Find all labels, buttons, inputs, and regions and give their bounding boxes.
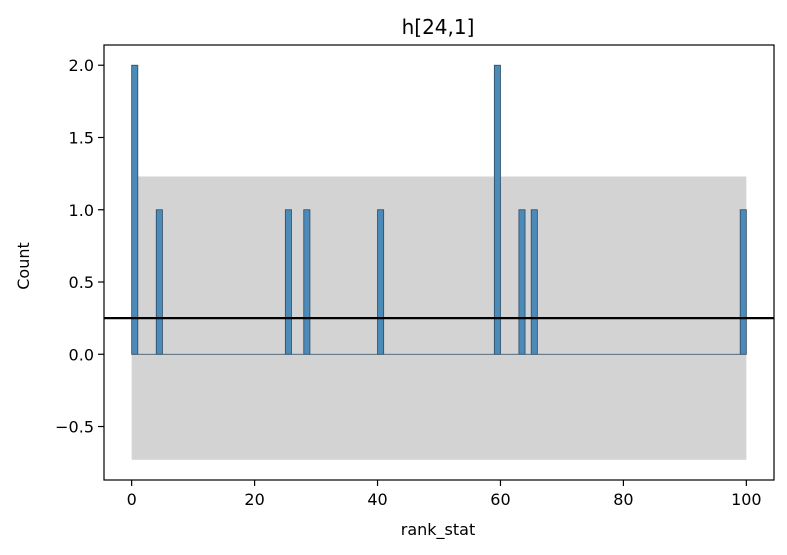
y-tick-label: 0.0 bbox=[69, 345, 94, 364]
histogram-bar-0 bbox=[131, 64, 139, 355]
y-tick-label: 0.5 bbox=[69, 273, 94, 292]
histogram-bar-4 bbox=[377, 209, 385, 355]
plot-frame bbox=[103, 44, 775, 481]
histogram-bar-2 bbox=[284, 209, 292, 355]
x-tick-label: 20 bbox=[244, 490, 264, 509]
x-tick-label: 60 bbox=[490, 490, 510, 509]
x-tick-label: 100 bbox=[731, 490, 762, 509]
y-tick-label: 2.0 bbox=[69, 56, 94, 75]
histogram-bar-5 bbox=[493, 64, 501, 355]
chart-title: h[24,1] bbox=[402, 15, 475, 39]
histogram-bar-1 bbox=[155, 209, 163, 355]
y-axis-label: Count bbox=[14, 242, 33, 290]
histogram-bar-7 bbox=[530, 209, 538, 355]
histogram-bar-6 bbox=[518, 209, 526, 355]
x-tick-label: 0 bbox=[127, 490, 137, 509]
y-axis: −0.5 0.0 0.5 1.0 1.5 2.0 bbox=[55, 56, 104, 437]
x-tick-label: 80 bbox=[613, 490, 633, 509]
x-axis-label: rank_stat bbox=[401, 520, 475, 540]
x-axis: 0 20 40 60 80 100 bbox=[127, 480, 762, 509]
x-tick-label: 40 bbox=[367, 490, 387, 509]
y-tick-label: 1.5 bbox=[69, 128, 94, 147]
histogram-bar-8 bbox=[739, 209, 747, 355]
y-tick-label: −0.5 bbox=[55, 418, 94, 437]
histogram-bar-3 bbox=[303, 209, 311, 355]
y-tick-label: 1.0 bbox=[69, 201, 94, 220]
plot-area bbox=[103, 44, 775, 481]
